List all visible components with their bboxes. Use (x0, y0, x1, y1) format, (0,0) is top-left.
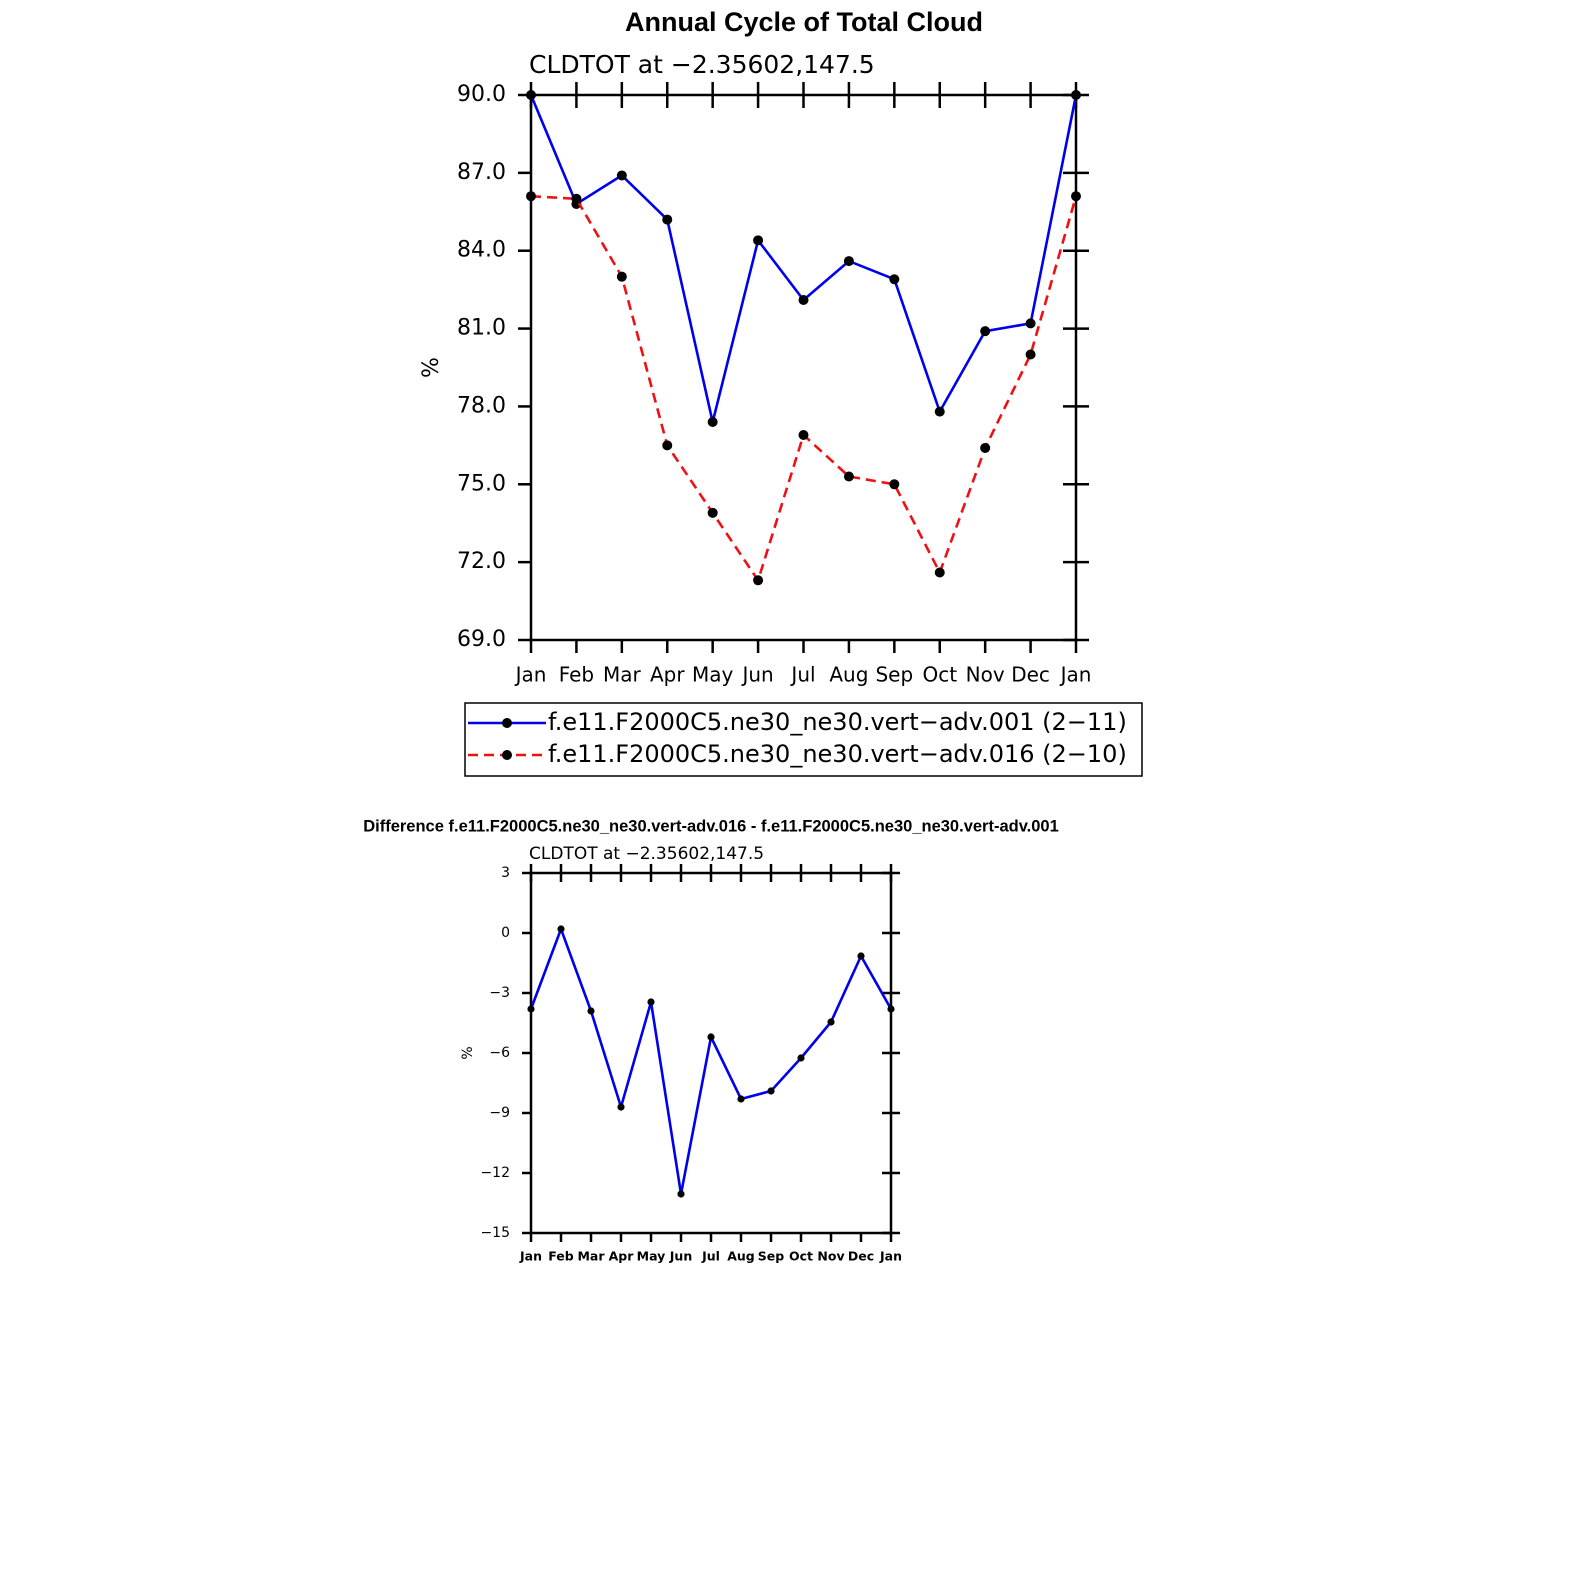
x-tick-label: Jun (740, 663, 773, 687)
series-marker (527, 1005, 535, 1013)
x-tick-label: Jan (514, 663, 547, 687)
y-tick-label: 0 (501, 925, 510, 941)
chart-subtitle: CLDTOT at −2.35602,147.5 (529, 844, 764, 864)
series-marker (843, 256, 854, 267)
series-marker (889, 479, 900, 490)
y-axis-label: % (460, 1046, 476, 1059)
series-marker (617, 1103, 625, 1111)
plot-frame (529, 93, 1078, 642)
series-marker (662, 214, 673, 225)
x-tick-label: Apr (650, 663, 685, 687)
series-marker (980, 326, 991, 337)
series-marker (980, 442, 991, 453)
series-marker (798, 295, 809, 306)
legend-marker (502, 718, 512, 728)
x-tick-label: Mar (603, 663, 642, 687)
plot-frame (529, 871, 893, 1235)
y-tick-label: 90.0 (457, 82, 506, 107)
x-tick-label: Feb (559, 663, 594, 687)
y-tick-label: 72.0 (457, 549, 506, 574)
x-tick-label: Jan (519, 1249, 542, 1264)
series-marker (753, 575, 764, 586)
x-tick-label: Jan (1059, 663, 1092, 687)
series-marker (677, 1190, 685, 1198)
series-marker (737, 1095, 745, 1103)
series-marker (1025, 318, 1036, 329)
y-tick-label: 78.0 (457, 393, 506, 418)
y-tick-label: −6 (489, 1045, 510, 1061)
x-tick-label: Sep (758, 1249, 784, 1264)
chart-title: Annual Cycle of Total Cloud (625, 7, 983, 37)
x-tick-label: Mar (577, 1249, 605, 1264)
x-tick-label: Apr (609, 1249, 635, 1264)
chart-subtitle: CLDTOT at −2.35602,147.5 (529, 50, 875, 79)
y-axis-label: % (419, 357, 444, 378)
x-tick-label: Dec (848, 1249, 874, 1264)
series-marker (707, 507, 718, 518)
series-marker (557, 925, 565, 933)
y-tick-label: −12 (480, 1165, 510, 1181)
y-tick-label: 3 (501, 865, 510, 881)
x-tick-label: Dec (1011, 663, 1050, 687)
series-marker (797, 1054, 805, 1062)
x-tick-label: Oct (922, 663, 957, 687)
y-tick-label: 81.0 (457, 316, 506, 341)
series-marker (1025, 349, 1036, 360)
x-tick-label: May (637, 1249, 666, 1264)
series-marker (526, 90, 536, 100)
y-tick-label: −9 (489, 1105, 510, 1121)
x-tick-label: Sep (875, 663, 913, 687)
x-tick-label: Nov (966, 663, 1005, 687)
y-tick-label: −15 (480, 1225, 510, 1241)
series-marker (887, 1005, 895, 1013)
chart-title: Difference f.e11.F2000C5.ne30_ne30.vert-… (363, 817, 1059, 835)
series-marker (843, 471, 854, 482)
series-marker (587, 1007, 595, 1015)
series-marker (827, 1018, 835, 1026)
x-tick-label: Jun (669, 1249, 692, 1264)
x-tick-label: Jan (879, 1249, 902, 1264)
legend-label: f.e11.F2000C5.ne30_ne30.vert−adv.001 (2−… (548, 708, 1127, 736)
series-marker (1071, 191, 1081, 202)
series-marker (798, 429, 809, 440)
series-marker (857, 952, 865, 960)
series-marker (934, 567, 945, 578)
x-tick-label: Oct (789, 1249, 813, 1264)
series-marker (616, 170, 627, 181)
series-marker (707, 417, 718, 427)
y-tick-label: 87.0 (457, 160, 506, 185)
x-tick-label: Jul (789, 663, 815, 687)
series-marker (647, 998, 655, 1006)
series-marker (571, 193, 582, 204)
y-tick-label: 69.0 (457, 627, 506, 652)
series-marker (526, 191, 536, 202)
x-tick-label: Aug (829, 663, 868, 687)
y-tick-label: 84.0 (457, 238, 506, 263)
x-tick-label: Aug (727, 1249, 755, 1264)
series-marker (753, 235, 764, 246)
x-tick-label: Nov (817, 1249, 844, 1264)
series-marker (662, 440, 673, 451)
series-marker (934, 406, 945, 417)
series-marker (707, 1033, 715, 1041)
legend-box (464, 702, 1143, 777)
y-tick-label: −3 (489, 985, 510, 1001)
legend-marker (502, 750, 512, 760)
legend-label: f.e11.F2000C5.ne30_ne30.vert−adv.016 (2−… (548, 740, 1127, 768)
series-marker (767, 1087, 775, 1095)
y-tick-label: 75.0 (457, 471, 506, 496)
series-marker (1071, 90, 1081, 100)
x-tick-label: Jul (701, 1249, 720, 1264)
series-marker (616, 271, 627, 282)
x-tick-label: Feb (548, 1249, 574, 1264)
x-tick-label: May (692, 663, 734, 687)
series-marker (889, 274, 900, 285)
